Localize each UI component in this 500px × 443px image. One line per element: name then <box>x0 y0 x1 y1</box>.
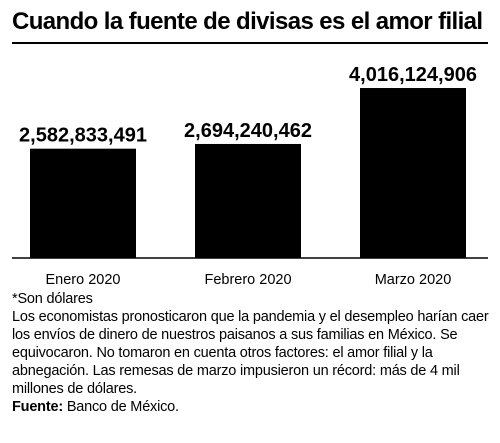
title-divider <box>12 42 488 44</box>
x-tick-label-2: Febrero 2020 <box>204 272 291 288</box>
x-tick-label-1: Enero 2020 <box>46 272 121 288</box>
bar-chart: 2,582,833,491 Enero 2020 2,694,240,462 Febr… <box>12 64 488 288</box>
chart-title: Cuando la fuente de divisas es el amor f… <box>12 8 483 35</box>
source-line: Fuente: Banco de México. <box>12 398 490 416</box>
footnote: *Son dólares <box>12 291 93 307</box>
source-label: Fuente: <box>12 399 63 415</box>
data-label-2: 2,694,240,462 <box>184 120 312 142</box>
bar-2 <box>195 143 301 258</box>
x-tick-label-3: Marzo 2020 <box>375 272 452 288</box>
bar-3 <box>360 88 466 258</box>
bar-1 <box>30 148 136 258</box>
description-text: Los economistas pronosticaron que la pan… <box>12 309 489 397</box>
data-label-1: 2,582,833,491 <box>19 125 147 147</box>
data-label-3: 4,016,124,906 <box>349 64 477 86</box>
source-text: Banco de México. <box>66 399 179 415</box>
notes-block: *Son dólares Los economistas pronosticar… <box>12 290 490 416</box>
